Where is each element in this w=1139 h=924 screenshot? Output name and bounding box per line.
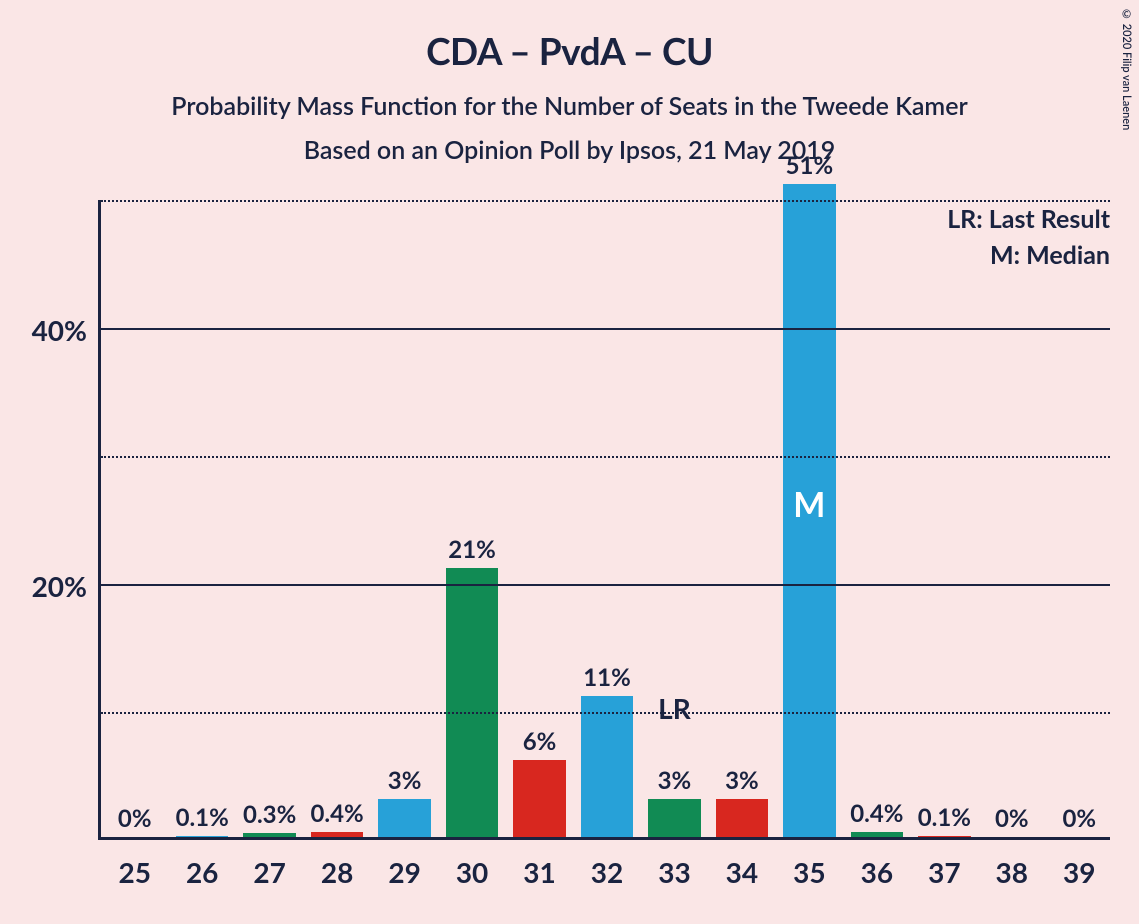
gridline-minor <box>101 200 1110 202</box>
bar-value-label: 11% <box>583 663 631 696</box>
bar-value-label: 0.1% <box>918 803 971 836</box>
xtick-label: 30 <box>456 837 488 889</box>
gridline-minor <box>101 712 1110 714</box>
bar-value-label: 0% <box>1062 804 1096 837</box>
bar-value-label: 0.1% <box>176 803 229 836</box>
bar-value-label: 0.4% <box>311 799 364 832</box>
bar-value-label: 0.3% <box>243 800 296 833</box>
ytick-label: 40% <box>32 313 101 347</box>
xtick-label: 31 <box>523 837 555 889</box>
xtick-label: 37 <box>928 837 960 889</box>
bar-value-label: 51% <box>786 151 834 184</box>
bar-value-label: 0.4% <box>850 799 903 832</box>
xtick-label: 36 <box>861 837 893 889</box>
bar-value-label: 6% <box>523 727 557 760</box>
bar-value-label: 3% <box>388 766 422 799</box>
gridline-major: 40% <box>101 328 1110 330</box>
bar-value-label: 3% <box>658 766 692 799</box>
xtick-label: 26 <box>186 837 218 889</box>
bar: 3% <box>716 799 769 837</box>
xtick-label: 38 <box>996 837 1028 889</box>
plot-area: 0%0.1%0.3%0.4%3%21%6%11%3%3%51%M0.4%0.1%… <box>98 200 1110 840</box>
bar: 21% <box>446 568 499 837</box>
gridline-minor <box>101 456 1110 458</box>
copyright-text: © 2020 Filip van Laenen <box>1120 8 1133 130</box>
lr-marker: LR <box>658 691 691 725</box>
xtick-label: 34 <box>726 837 758 889</box>
xtick-label: 27 <box>253 837 285 889</box>
bar: 11% <box>581 696 634 837</box>
xtick-label: 33 <box>658 837 690 889</box>
xtick-label: 39 <box>1063 837 1095 889</box>
bar: 6% <box>513 760 566 837</box>
chart-title: CDA – PvdA – CU <box>0 0 1139 73</box>
xtick-label: 25 <box>118 837 150 889</box>
bar: 51%M <box>783 184 836 837</box>
xtick-label: 32 <box>591 837 623 889</box>
xtick-label: 29 <box>388 837 420 889</box>
ytick-label: 20% <box>32 569 101 603</box>
bar-value-label: 3% <box>725 766 759 799</box>
bar-value-label: 21% <box>448 535 496 568</box>
median-marker: M <box>793 484 825 525</box>
chart-subtitle-1: Probability Mass Function for the Number… <box>0 73 1139 121</box>
legend-median: M: Median <box>947 234 1110 270</box>
legend-lr: LR: Last Result <box>947 204 1110 234</box>
chart-subtitle-2: Based on an Opinion Poll by Ipsos, 21 Ma… <box>0 121 1139 165</box>
legend: LR: Last Result M: Median <box>947 204 1110 270</box>
bar-value-label: 0% <box>995 804 1029 837</box>
chart-container: CDA – PvdA – CU Probability Mass Functio… <box>0 0 1139 924</box>
bar-group: 0%0.1%0.3%0.4%3%21%6%11%3%3%51%M0.4%0.1%… <box>101 200 1110 837</box>
bar: 3% <box>378 799 431 837</box>
gridline-major: 20% <box>101 584 1110 586</box>
xtick-label: 28 <box>321 837 353 889</box>
bar: 3% <box>648 799 701 837</box>
xtick-label: 35 <box>793 837 825 889</box>
bar-value-label: 0% <box>118 804 152 837</box>
